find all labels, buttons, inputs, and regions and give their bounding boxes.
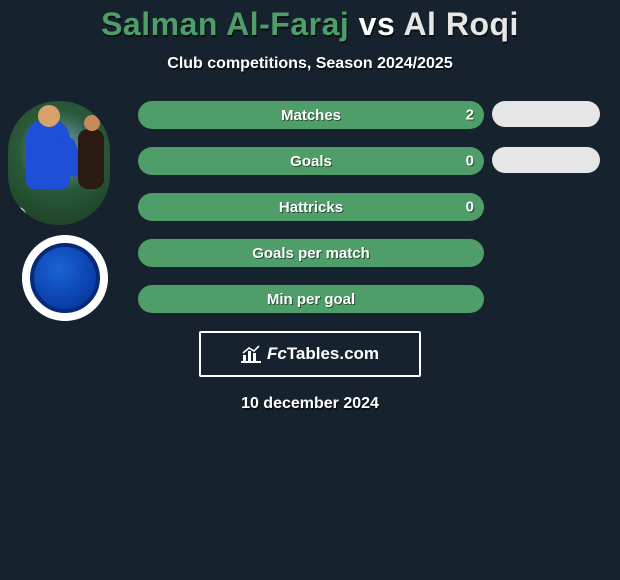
opponent-body-shape — [78, 129, 104, 189]
stat-label: Goals — [290, 153, 332, 170]
content-area: Matches 2 Goals 0 Hattricks 0 Goals per match M… — [0, 101, 620, 313]
stat-pill-right — [492, 147, 600, 173]
stat-bar: Matches 2 — [138, 101, 484, 129]
stat-pill-right — [492, 101, 600, 127]
branding-suffix: Tables.com — [287, 344, 379, 363]
ball-shape — [10, 207, 26, 223]
stat-label: Min per goal — [267, 291, 355, 308]
opponent-head-shape — [84, 115, 100, 131]
branding-prefix: Fc — [267, 344, 287, 363]
stat-bar: Hattricks 0 — [138, 193, 484, 221]
stat-bar: Goals 0 — [138, 147, 484, 175]
stats-bars: Matches 2 Goals 0 Hattricks 0 Goals per match M… — [138, 101, 484, 313]
comparison-card: Salman Al-Faraj vs Al Roqi Club competit… — [0, 0, 620, 580]
stat-value: 0 — [466, 153, 474, 170]
stat-value: 2 — [466, 107, 474, 124]
player-head-shape — [38, 105, 60, 127]
title-player1: Salman Al-Faraj — [101, 6, 349, 42]
stats-pills-right — [492, 101, 600, 193]
club-logo — [22, 235, 108, 321]
stat-bar: Goals per match — [138, 239, 484, 267]
stat-value: 0 — [466, 199, 474, 216]
chart-icon — [241, 345, 261, 363]
stat-label: Goals per match — [252, 245, 370, 262]
left-avatars — [8, 101, 110, 321]
title-player2: Al Roqi — [403, 6, 518, 42]
date-text: 10 december 2024 — [0, 395, 620, 413]
page-title: Salman Al-Faraj vs Al Roqi — [0, 0, 620, 43]
subtitle: Club competitions, Season 2024/2025 — [0, 55, 620, 73]
stat-bar: Min per goal — [138, 285, 484, 313]
player-photo — [8, 101, 110, 225]
branding-box[interactable]: FcTables.com — [199, 331, 421, 377]
stat-label: Hattricks — [279, 199, 343, 216]
club-logo-inner — [30, 243, 100, 313]
branding-text: FcTables.com — [267, 344, 379, 364]
title-vs: vs — [349, 6, 403, 42]
stat-label: Matches — [281, 107, 341, 124]
